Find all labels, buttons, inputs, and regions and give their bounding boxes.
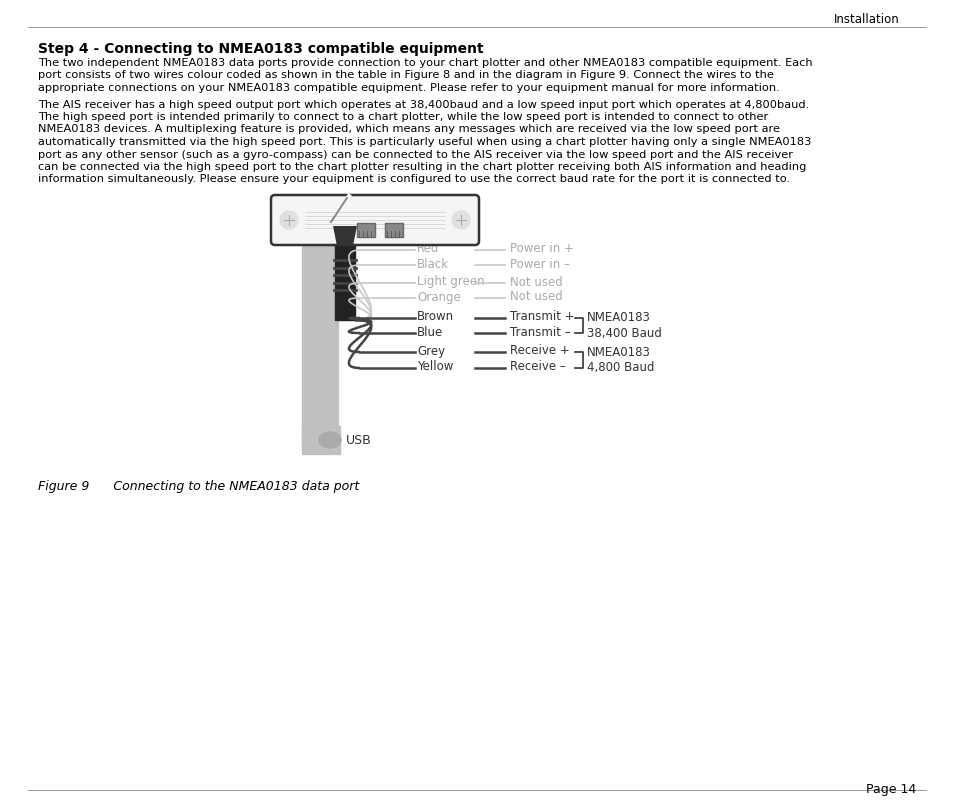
Text: Orange: Orange <box>416 291 460 304</box>
Text: NMEA0183
38,400 Baud: NMEA0183 38,400 Baud <box>586 311 661 340</box>
Text: can be connected via the high speed port to the chart plotter resulting in the c: can be connected via the high speed port… <box>38 162 805 172</box>
Text: Figure 9      Connecting to the NMEA0183 data port: Figure 9 Connecting to the NMEA0183 data… <box>38 480 359 493</box>
Text: NMEA0183
4,800 Baud: NMEA0183 4,800 Baud <box>586 346 654 374</box>
Text: Power in +: Power in + <box>510 242 574 255</box>
Circle shape <box>280 211 297 229</box>
Text: Brown: Brown <box>416 310 454 323</box>
Text: Red: Red <box>416 242 439 255</box>
Text: Receive –: Receive – <box>510 360 565 373</box>
Bar <box>356 223 375 237</box>
Text: automatically transmitted via the high speed port. This is particularly useful w: automatically transmitted via the high s… <box>38 137 810 147</box>
Text: port as any other sensor (such as a gyro-compass) can be connected to the AIS re: port as any other sensor (such as a gyro… <box>38 150 792 160</box>
Text: information simultaneously. Please ensure your equipment is configured to use th: information simultaneously. Please ensur… <box>38 174 789 185</box>
Text: Not used: Not used <box>510 291 562 304</box>
Text: Grey: Grey <box>416 344 445 357</box>
Text: Receive +: Receive + <box>510 344 569 357</box>
Text: Yellow: Yellow <box>416 360 453 373</box>
Text: Black: Black <box>416 258 449 271</box>
Text: Step 4 - Connecting to NMEA0183 compatible equipment: Step 4 - Connecting to NMEA0183 compatib… <box>38 42 483 56</box>
Polygon shape <box>333 226 356 246</box>
Text: Transmit +: Transmit + <box>510 310 574 323</box>
Text: The AIS receiver has a high speed output port which operates at 38,400baud and a: The AIS receiver has a high speed output… <box>38 100 808 109</box>
Text: port consists of two wires colour coded as shown in the table in Figure 8 and in: port consists of two wires colour coded … <box>38 70 773 80</box>
Text: Power in –: Power in – <box>510 258 569 271</box>
Text: Light green: Light green <box>416 275 484 288</box>
Text: appropriate connections on your NMEA0183 compatible equipment. Please refer to y: appropriate connections on your NMEA0183… <box>38 83 779 93</box>
Text: NMEA0183 devices. A multiplexing feature is provided, which means any messages w: NMEA0183 devices. A multiplexing feature… <box>38 125 780 134</box>
FancyBboxPatch shape <box>271 195 478 245</box>
Text: Installation: Installation <box>833 13 899 26</box>
Text: The two independent NMEA0183 data ports provide connection to your chart plotter: The two independent NMEA0183 data ports … <box>38 58 812 68</box>
Text: Not used: Not used <box>510 275 562 288</box>
Text: Page 14: Page 14 <box>864 783 915 796</box>
Text: The high speed port is intended primarily to connect to a chart plotter, while t: The high speed port is intended primaril… <box>38 112 767 122</box>
Text: Transmit –: Transmit – <box>510 326 570 339</box>
Text: USB: USB <box>346 433 372 446</box>
Circle shape <box>452 211 470 229</box>
Text: Blue: Blue <box>416 326 443 339</box>
Ellipse shape <box>318 432 340 448</box>
Bar <box>385 223 402 237</box>
